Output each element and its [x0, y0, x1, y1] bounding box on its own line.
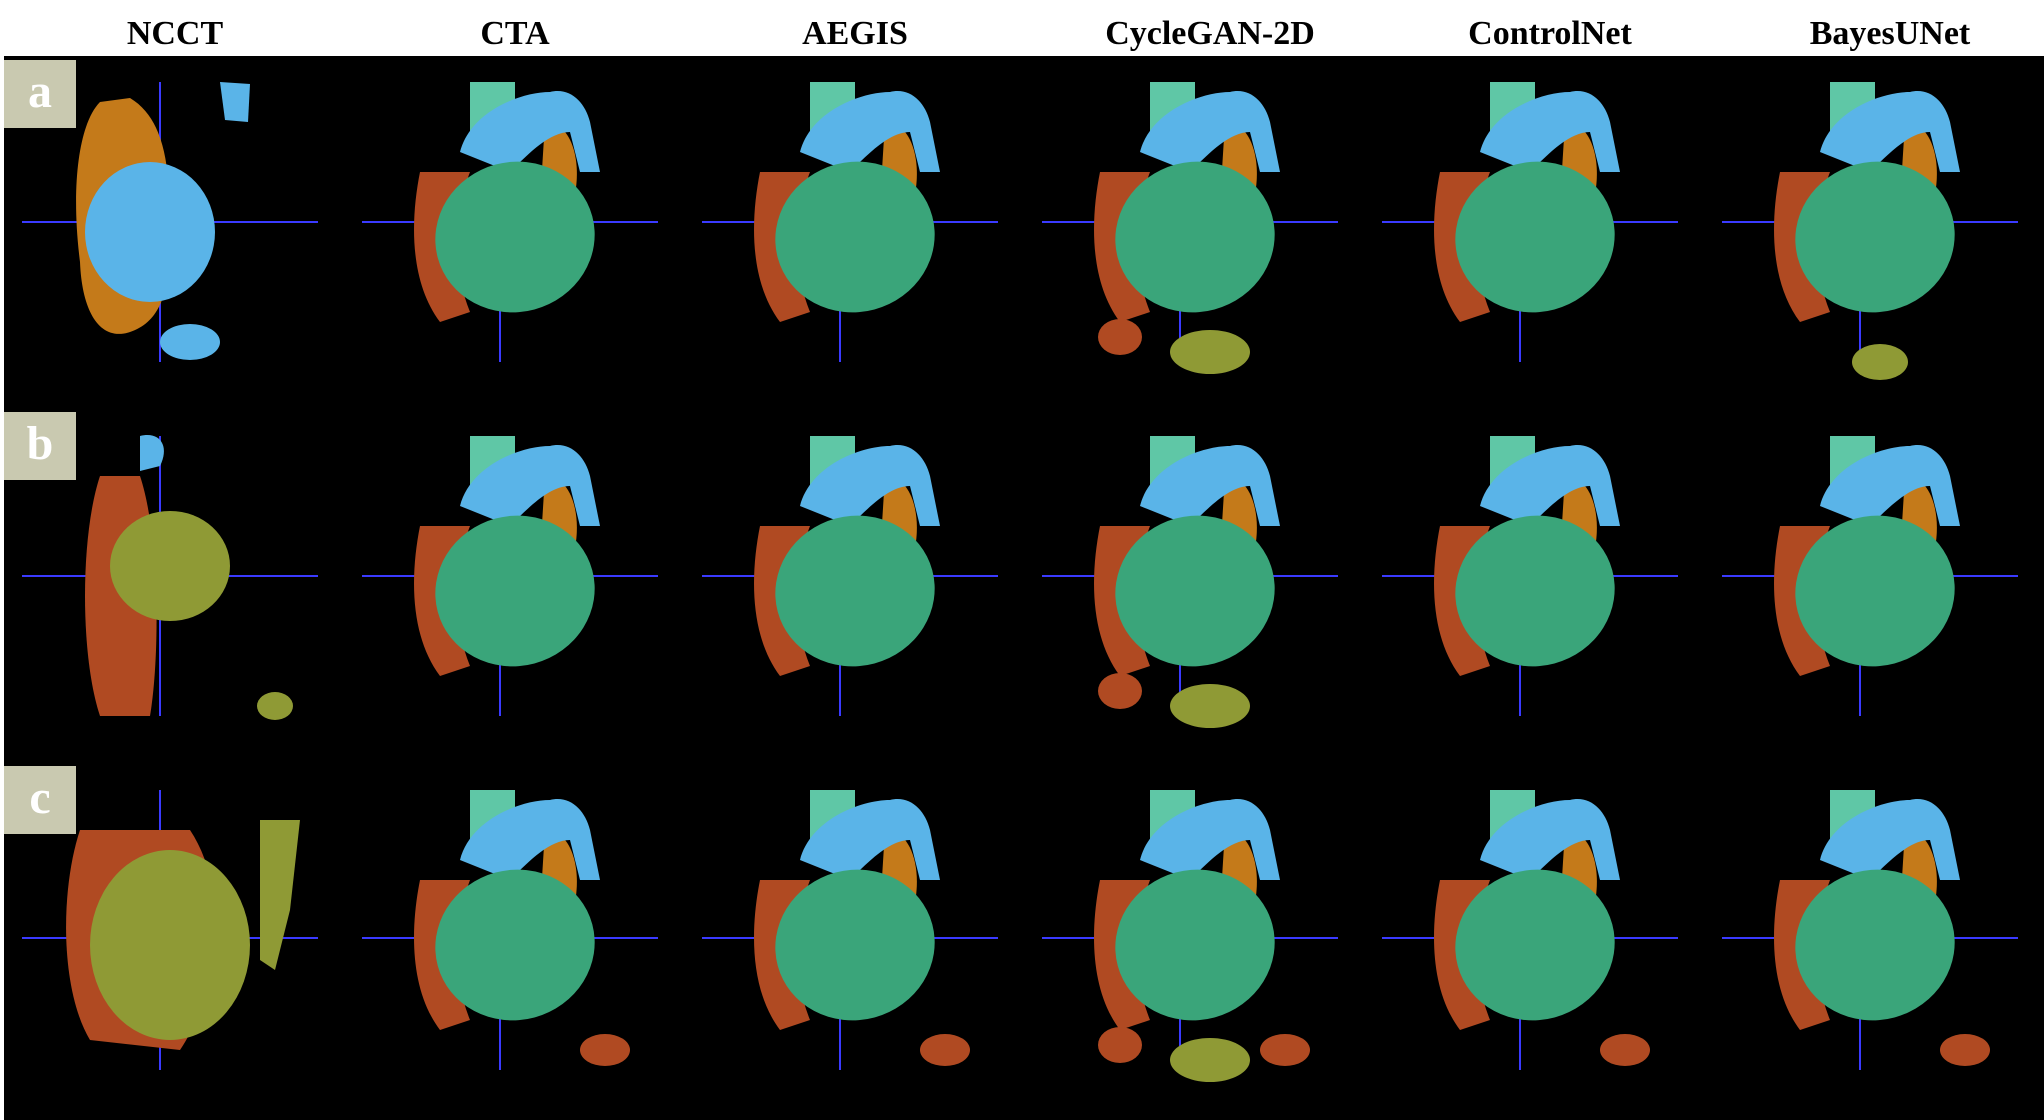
- ventricle-segment: [110, 511, 230, 621]
- column-header-aegis: AEGIS: [740, 4, 970, 52]
- column-header-bayesunet: BayesUNet: [1760, 4, 2020, 52]
- blob-fragment: [257, 692, 293, 720]
- render-c-ncct: [20, 770, 320, 1110]
- artifact-blob: [1098, 673, 1142, 709]
- render-a-cta: [360, 62, 660, 402]
- render-c-cta: [360, 770, 660, 1110]
- column-header-cyclegan-2d: CycleGAN-2D: [1060, 4, 1360, 52]
- render-a-ncct: [20, 62, 320, 402]
- blob-fragment: [160, 324, 220, 360]
- ventricle-segment: [85, 162, 215, 302]
- ventricle-segment: [90, 850, 250, 1040]
- render-c-aegis: [700, 770, 1000, 1110]
- artifact-blob: [920, 1034, 970, 1066]
- artifact-blob: [1098, 319, 1142, 355]
- render-c-controlnet: [1380, 770, 1680, 1110]
- render-b-ncct: [20, 416, 320, 756]
- render-c-bayesunet: [1720, 770, 2020, 1110]
- render-c-cyclegan-2d: [1040, 770, 1340, 1110]
- render-a-controlnet: [1380, 62, 1680, 402]
- render-b-cta: [360, 416, 660, 756]
- column-header-controlnet: ControlNet: [1420, 4, 1680, 52]
- artifact-blob: [1170, 684, 1250, 728]
- artifact-blob: [1852, 344, 1908, 380]
- artifact-blob: [1600, 1034, 1650, 1066]
- artifact-blob: [1940, 1034, 1990, 1066]
- render-b-cyclegan-2d: [1040, 416, 1340, 756]
- render-b-bayesunet: [1720, 416, 2020, 756]
- render-a-cyclegan-2d: [1040, 62, 1340, 402]
- render-a-bayesunet: [1720, 62, 2020, 402]
- artifact-blob: [1170, 330, 1250, 374]
- render-b-aegis: [700, 416, 1000, 756]
- aorta-fragment: [220, 82, 250, 122]
- render-b-controlnet: [1380, 416, 1680, 756]
- artifact-blob: [580, 1034, 630, 1066]
- artifact-blob: [1260, 1034, 1310, 1066]
- column-header-ncct: NCCT: [60, 4, 290, 52]
- blob-fragment: [260, 820, 300, 970]
- artifact-blob: [1170, 1038, 1250, 1082]
- artifact-blob: [1098, 1027, 1142, 1063]
- column-header-cta: CTA: [400, 4, 630, 52]
- render-a-aegis: [700, 62, 1000, 402]
